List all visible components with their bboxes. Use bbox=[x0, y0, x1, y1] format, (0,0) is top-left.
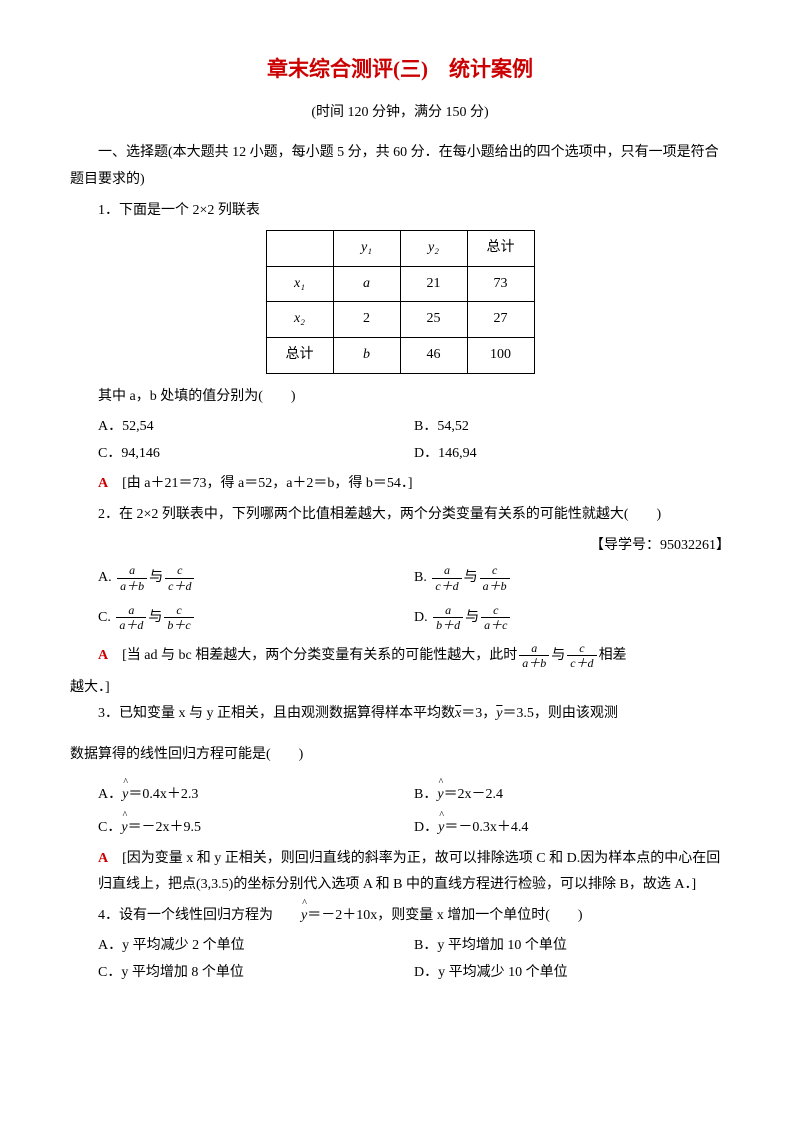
answer-label: A bbox=[98, 851, 108, 866]
choice-c: C. aa＋d与cb＋c bbox=[98, 603, 414, 633]
page-container: 章末综合测评(三) 统计案例 (时间 120 分钟，满分 150 分) 一、选择… bbox=[0, 0, 800, 1040]
choice-d: D．146,94 bbox=[414, 441, 730, 468]
q2-text: 2．在 2×2 列联表中，下列哪两个比值相差越大，两个分类变量有关系的可能性就越… bbox=[70, 502, 730, 529]
answer-text: [由 a＋21＝73，得 a＝52，a＋2＝b，得 b＝54．] bbox=[108, 476, 412, 491]
choice-d: D．y＝－0.3x＋4.4 bbox=[414, 815, 730, 842]
q4-choices: A．y 平均减少 2 个单位 B．y 平均增加 10 个单位 C．y 平均增加 … bbox=[98, 933, 730, 986]
cell: y₁ bbox=[333, 231, 400, 267]
choice-b: B．y 平均增加 10 个单位 bbox=[414, 933, 730, 960]
answer-pre: [当 ad 与 bc 相差越大，两个分类变量有关系的可能性越大，此时 bbox=[108, 648, 517, 663]
q3-text-line2: 数据算得的线性回归方程可能是( ) bbox=[70, 742, 730, 769]
q2-ref: 【导学号：95032261】 bbox=[70, 533, 730, 560]
cell: 27 bbox=[467, 302, 534, 338]
choice-a: A．y＝0.4x＋2.3 bbox=[98, 782, 414, 809]
table-row: y₁ y₂ 总计 bbox=[266, 231, 534, 267]
choice-c: C．y＝－2x＋9.5 bbox=[98, 815, 414, 842]
cell: y₂ bbox=[400, 231, 467, 267]
choice-a: A．y 平均减少 2 个单位 bbox=[98, 933, 414, 960]
q3-answer: A [因为变量 x 和 y 正相关，则回归直线的斜率为正，故可以排除选项 C 和… bbox=[98, 846, 730, 899]
q2-choices: A. aa＋b与cc＋d B. ac＋d与ca＋b C. aa＋d与cb＋c D… bbox=[98, 563, 730, 633]
choice-c: C．94,146 bbox=[98, 441, 414, 468]
answer-text: [因为变量 x 和 y 正相关，则回归直线的斜率为正，故可以排除选项 C 和 D… bbox=[98, 851, 720, 893]
choice-d: D. ab＋d与ca＋c bbox=[414, 603, 730, 633]
page-title: 章末综合测评(三) 统计案例 bbox=[70, 50, 730, 90]
table-row: x₂ 2 25 27 bbox=[266, 302, 534, 338]
cell: 2 bbox=[333, 302, 400, 338]
cell: 总计 bbox=[467, 231, 534, 267]
q1-text: 1．下面是一个 2×2 列联表 bbox=[70, 198, 730, 225]
q1-answer: A [由 a＋21＝73，得 a＝52，a＋2＝b，得 b＝54．] bbox=[98, 471, 730, 498]
cell: 46 bbox=[400, 338, 467, 374]
choice-b: B. ac＋d与ca＋b bbox=[414, 563, 730, 593]
q2-answer-line2: 越大．] bbox=[70, 675, 730, 702]
cell: 总计 bbox=[266, 338, 333, 374]
choice-c: C．y 平均增加 8 个单位 bbox=[98, 960, 414, 987]
choice-d: D．y 平均减少 10 个单位 bbox=[414, 960, 730, 987]
choice-b: B．54,52 bbox=[414, 414, 730, 441]
q1-table: y₁ y₂ 总计 x₁ a 21 73 x₂ 2 25 27 总计 b 46 1… bbox=[266, 230, 535, 373]
cell: 100 bbox=[467, 338, 534, 374]
answer-label: A bbox=[98, 476, 108, 491]
q3-choices: A．y＝0.4x＋2.3 B．y＝2x－2.4 C．y＝－2x＋9.5 D．y＝… bbox=[98, 782, 730, 841]
table-row: x₁ a 21 73 bbox=[266, 266, 534, 302]
page-subtitle: (时间 120 分钟，满分 150 分) bbox=[70, 100, 730, 127]
cell: b bbox=[333, 338, 400, 374]
choice-a: A．52,54 bbox=[98, 414, 414, 441]
cell: x₁ bbox=[266, 266, 333, 302]
cell: 25 bbox=[400, 302, 467, 338]
q3-text: 3．已知变量 x 与 y 正相关，且由观测数据算得样本平均数x＝3，y＝3.5，… bbox=[70, 701, 730, 728]
cell: 21 bbox=[400, 266, 467, 302]
q1-tail: 其中 a，b 处填的值分别为( ) bbox=[70, 384, 730, 411]
choice-b: B．y＝2x－2.4 bbox=[414, 782, 730, 809]
cell: 73 bbox=[467, 266, 534, 302]
cell: x₂ bbox=[266, 302, 333, 338]
cell: a bbox=[333, 266, 400, 302]
q4-text: 4．设有一个线性回归方程为y＝－2＋10x，则变量 x 增加一个单位时( ) bbox=[70, 903, 730, 930]
answer-label: A bbox=[98, 648, 108, 663]
cell bbox=[266, 231, 333, 267]
q1-choices: A．52,54 B．54,52 C．94,146 D．146,94 bbox=[98, 414, 730, 467]
q2-answer: A [当 ad 与 bc 相差越大，两个分类变量有关系的可能性越大，此时aa＋b… bbox=[98, 641, 730, 671]
choice-a: A. aa＋b与cc＋d bbox=[98, 563, 414, 593]
table-row: 总计 b 46 100 bbox=[266, 338, 534, 374]
section-intro: 一、选择题(本大题共 12 小题，每小题 5 分，共 60 分．在每小题给出的四… bbox=[70, 140, 730, 193]
